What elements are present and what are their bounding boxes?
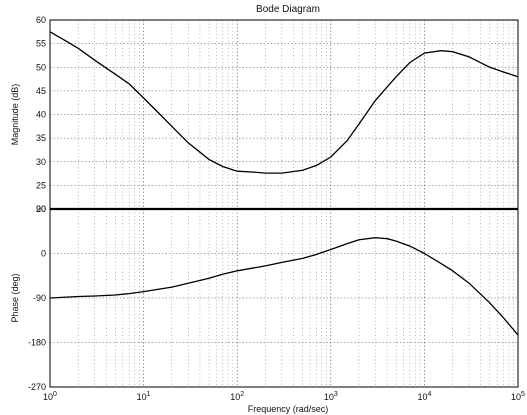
magnitude-tick-label: 40 [36, 110, 46, 120]
phase-tick-label: -90 [33, 293, 46, 303]
magnitude-tick-label: 50 [36, 62, 46, 72]
magnitude-grid [50, 20, 518, 209]
frequency-tick-label: 104 [417, 391, 431, 402]
phase-tick-label: 90 [36, 204, 46, 214]
magnitude-tick-label: 55 [36, 39, 46, 49]
magnitude-curve [49, 31, 519, 174]
magnitude-tick-label: 20 [36, 204, 46, 214]
phase-tick-labels: -270 -180 -90 0 90 [28, 204, 46, 392]
chart-title: Bode Diagram [256, 4, 320, 15]
phase-tick-label: 0 [41, 249, 46, 259]
phase-axis-label: Phase (deg) [10, 273, 20, 322]
magnitude-plot: 20 25 30 35 40 45 50 55 60 Magnitude (dB) [10, 15, 519, 214]
phase-tick-label: -180 [28, 338, 46, 348]
magnitude-tick-label: 45 [36, 86, 46, 96]
magnitude-tick-label: 35 [36, 133, 46, 143]
frequency-tick-labels: 100 101 102 103 104 105 [43, 391, 525, 402]
magnitude-tick-labels: 20 25 30 35 40 45 50 55 60 [36, 15, 46, 214]
phase-curve [49, 237, 519, 336]
frequency-tick-label: 105 [511, 391, 525, 402]
frequency-tick-label: 100 [43, 391, 57, 402]
magnitude-tick-label: 30 [36, 157, 46, 167]
phase-tick-label: -270 [28, 382, 46, 392]
frequency-tick-label: 101 [137, 391, 151, 402]
magnitude-axis-label: Magnitude (dB) [10, 84, 20, 146]
frequency-tick-label: 102 [230, 391, 244, 402]
phase-grid [50, 209, 518, 387]
magnitude-tick-label: 60 [36, 15, 46, 25]
phase-plot: -270 -180 -90 0 90 Phase (deg) [10, 204, 519, 392]
frequency-axis-label: Frequency (rad/sec) [248, 404, 329, 414]
frequency-tick-label: 103 [324, 391, 338, 402]
magnitude-tick-label: 25 [36, 180, 46, 190]
